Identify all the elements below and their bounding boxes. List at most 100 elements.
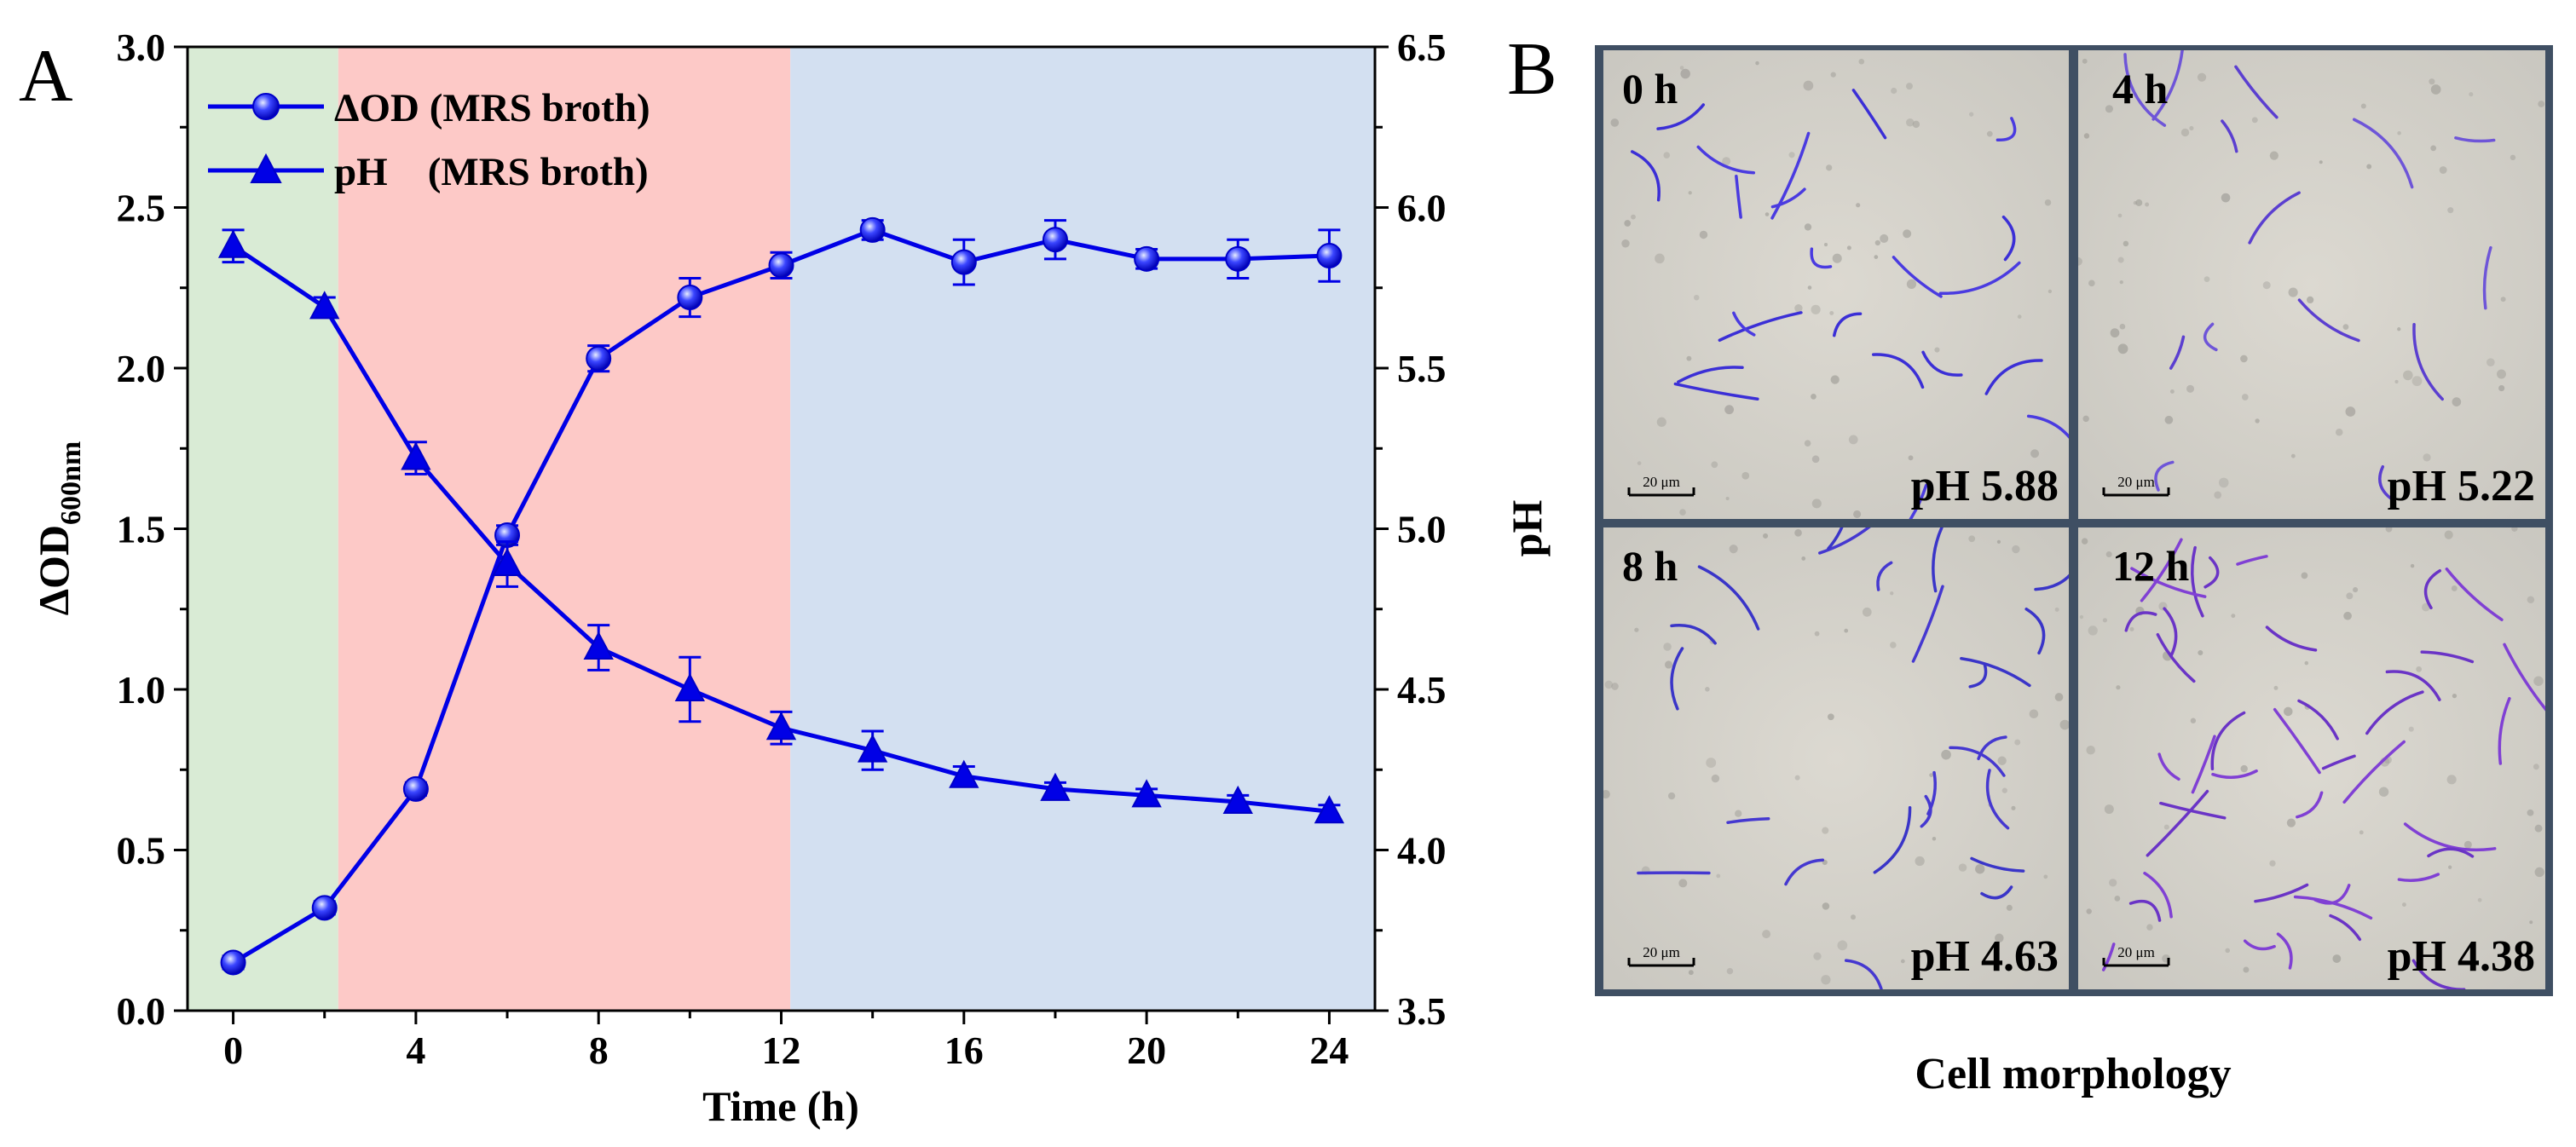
debris-speck [1667, 792, 1676, 800]
micrograph-background [1603, 527, 2069, 989]
debris-speck [2189, 125, 2194, 131]
debris-speck [1637, 461, 1642, 465]
bacterium [2329, 914, 2362, 942]
bacterium [1970, 856, 2025, 873]
debris-speck [2135, 199, 2143, 206]
debris-speck [2397, 130, 2401, 135]
debris-speck [2240, 354, 2248, 363]
bacterium [1960, 656, 2031, 688]
debris-speck [1688, 970, 1694, 976]
y2-tick-label: 3.5 [1397, 989, 1447, 1033]
bacterium [2157, 752, 2180, 781]
legend-marker-od [252, 93, 280, 120]
bacterium [1932, 527, 1944, 593]
bacterium [1921, 350, 1963, 377]
bacterium [1770, 131, 1811, 220]
debris-speck [2538, 101, 2545, 107]
data-point [859, 216, 886, 243]
debris-speck [2078, 256, 2082, 266]
debris-speck [1663, 643, 1672, 651]
scale-bar-label: 20 μm [1643, 474, 1680, 490]
bacterium [2403, 822, 2497, 852]
debris-speck [2273, 685, 2279, 690]
bacterium [1876, 561, 1893, 591]
bacterium [2124, 611, 2157, 632]
debris-speck [2240, 764, 2248, 773]
debris-speck [1822, 827, 1829, 834]
debris-speck [1915, 856, 1925, 867]
data-point [217, 229, 249, 258]
debris-speck [2017, 314, 2022, 319]
debris-speck [2366, 164, 2372, 170]
debris-speck [2394, 379, 2399, 384]
bacterium [2101, 942, 2116, 971]
legend: ΔOD (MRS broth) pH (MRS broth) [208, 86, 650, 194]
tile-time-label: 4 h [2112, 65, 2169, 112]
y-tick-label: 1.0 [117, 668, 166, 712]
debris-speck [2411, 376, 2423, 387]
data-point [492, 547, 523, 576]
debris-speck [1932, 837, 1937, 841]
data-point [1131, 779, 1162, 808]
debris-speck [2262, 281, 2271, 290]
bacterium [2151, 50, 2184, 121]
bacterium [1673, 382, 1759, 401]
debris-speck [2477, 897, 2482, 902]
micrograph-tile-4h: 4 h pH 5.22 20 μm [2078, 50, 2545, 519]
debris-speck [2304, 660, 2309, 666]
debris-speck [1912, 120, 1920, 129]
debris-speck [1631, 214, 1636, 220]
debris-speck [1858, 58, 1865, 65]
y2-tick-label: 5.0 [1397, 508, 1447, 551]
debris-speck [2102, 618, 2108, 623]
data-point [857, 734, 888, 763]
bacterium [2154, 460, 2175, 492]
debris-speck [2186, 384, 2195, 393]
debris-speck [2119, 280, 2123, 285]
y-tick-label: 2.5 [117, 187, 166, 230]
debris-speck [2332, 954, 2342, 963]
debris-speck [2082, 58, 2088, 64]
debris-speck [2081, 538, 2088, 545]
data-point [1314, 795, 1345, 824]
tile-time-label: 12 h [2112, 542, 2190, 590]
debris-speck [1830, 375, 1840, 384]
debris-speck [1603, 789, 1610, 799]
debris-speck [2117, 213, 2123, 218]
debris-speck [2360, 103, 2366, 109]
data-point [402, 775, 429, 802]
bacterium [1726, 816, 1770, 825]
micrograph-tile-12h: 12 h pH 4.38 20 μm [2078, 527, 2545, 989]
y2-tick-label: 4.0 [1397, 829, 1447, 873]
bacterium [2412, 322, 2444, 401]
debris-speck [1694, 294, 1700, 301]
debris-speck [2353, 587, 2359, 593]
debris-speck [1735, 810, 1742, 817]
debris-speck [2500, 297, 2506, 303]
bacterium [2411, 959, 2466, 989]
debris-speck [1934, 347, 1940, 353]
bacterium [2211, 769, 2258, 780]
debris-speck [2231, 614, 2236, 619]
bacterium [1732, 311, 1756, 337]
debris-speck [2164, 415, 2174, 424]
debris-speck [2307, 296, 2314, 304]
debris-speck [1874, 255, 1879, 259]
bacterium [2276, 932, 2293, 970]
debris-speck [1811, 304, 1821, 314]
debris-speck [1826, 164, 1833, 171]
data-point [950, 249, 977, 275]
bacterium [2128, 899, 2162, 922]
bacterium [2503, 643, 2545, 712]
y-axis-left-title-subscript: 600nm [55, 441, 87, 525]
debris-speck [2446, 775, 2457, 785]
debris-speck [1724, 405, 1735, 415]
debris-speck [2086, 908, 2092, 914]
debris-speck [1827, 713, 1834, 721]
debris-speck [2119, 323, 2126, 330]
debris-speck [1900, 959, 1905, 964]
data-point [1134, 245, 1160, 272]
bacterium [1871, 353, 1925, 389]
debris-speck [1722, 157, 1731, 166]
debris-speck [1610, 118, 1620, 127]
